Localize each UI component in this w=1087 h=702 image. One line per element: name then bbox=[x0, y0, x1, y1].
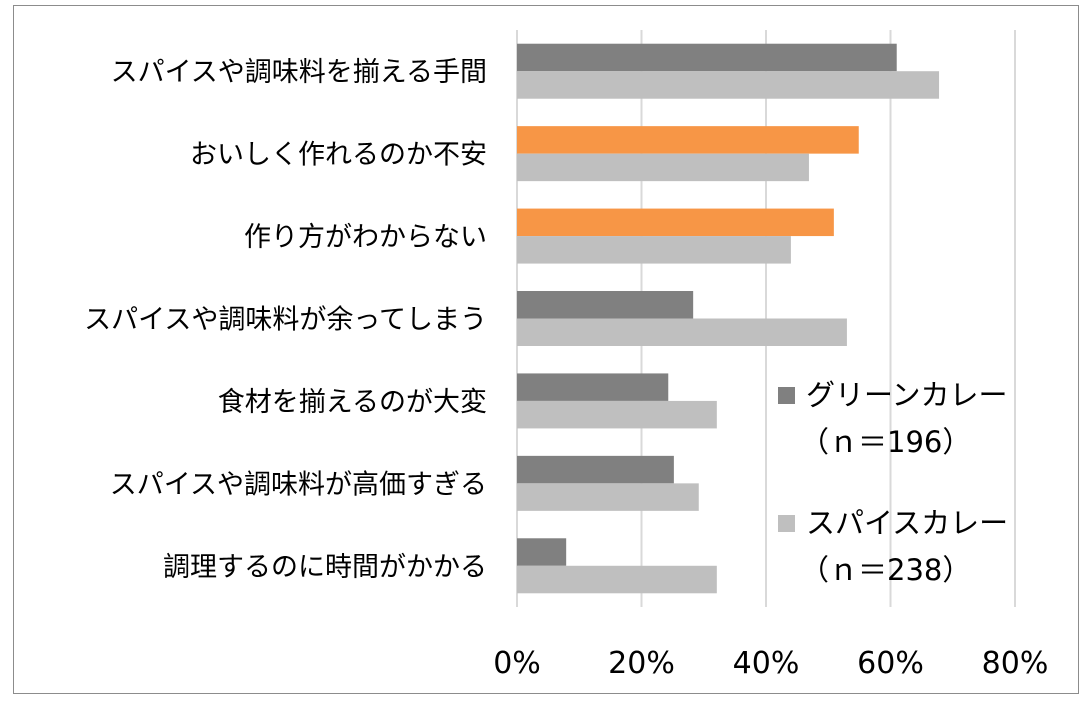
x-tick-label: 0% bbox=[493, 646, 541, 681]
category-label: 調理するのに時間がかかる bbox=[163, 552, 487, 583]
legend-sublabel: （ｎ＝238） bbox=[800, 553, 971, 587]
bar-spice-curry bbox=[517, 236, 791, 264]
bar-green-curry bbox=[517, 43, 897, 72]
category-label: スパイスや調味料を揃える手間 bbox=[111, 57, 487, 88]
bar-green-curry bbox=[517, 126, 859, 154]
bar-green-curry bbox=[517, 538, 567, 566]
category-label: スパイスや調味料が高価すぎる bbox=[110, 469, 487, 500]
bar-spice-curry bbox=[517, 565, 717, 594]
bar-green-curry bbox=[517, 373, 669, 401]
x-tick-label: 60% bbox=[857, 646, 924, 681]
bar-green-curry bbox=[517, 291, 694, 319]
category-label: スパイスや調味料が余ってしまう bbox=[84, 305, 487, 336]
category-label: 食材を揃えるのが大変 bbox=[218, 387, 487, 418]
bar-spice-curry bbox=[517, 400, 717, 429]
bar-green-curry bbox=[517, 208, 834, 237]
x-tick-label: 20% bbox=[608, 646, 675, 681]
legend-swatch bbox=[778, 515, 795, 532]
chart-frame bbox=[13, 5, 1079, 694]
bar-spice-curry bbox=[517, 318, 847, 346]
legend-label: グリーンカレー bbox=[806, 378, 1008, 412]
bar-spice-curry bbox=[517, 153, 809, 182]
category-label: 作り方がわからない bbox=[244, 222, 487, 253]
bar-spice-curry bbox=[517, 71, 940, 99]
bar-spice-curry bbox=[517, 483, 699, 511]
bar-green-curry bbox=[517, 455, 674, 484]
category-label: おいしく作れるのか不安 bbox=[190, 140, 487, 171]
legend-swatch bbox=[778, 387, 795, 404]
x-tick-label: 40% bbox=[733, 646, 800, 681]
x-tick-label: 80% bbox=[982, 646, 1049, 681]
legend-label: スパイスカレー bbox=[806, 506, 1008, 540]
legend-sublabel: （ｎ＝196） bbox=[800, 425, 971, 459]
